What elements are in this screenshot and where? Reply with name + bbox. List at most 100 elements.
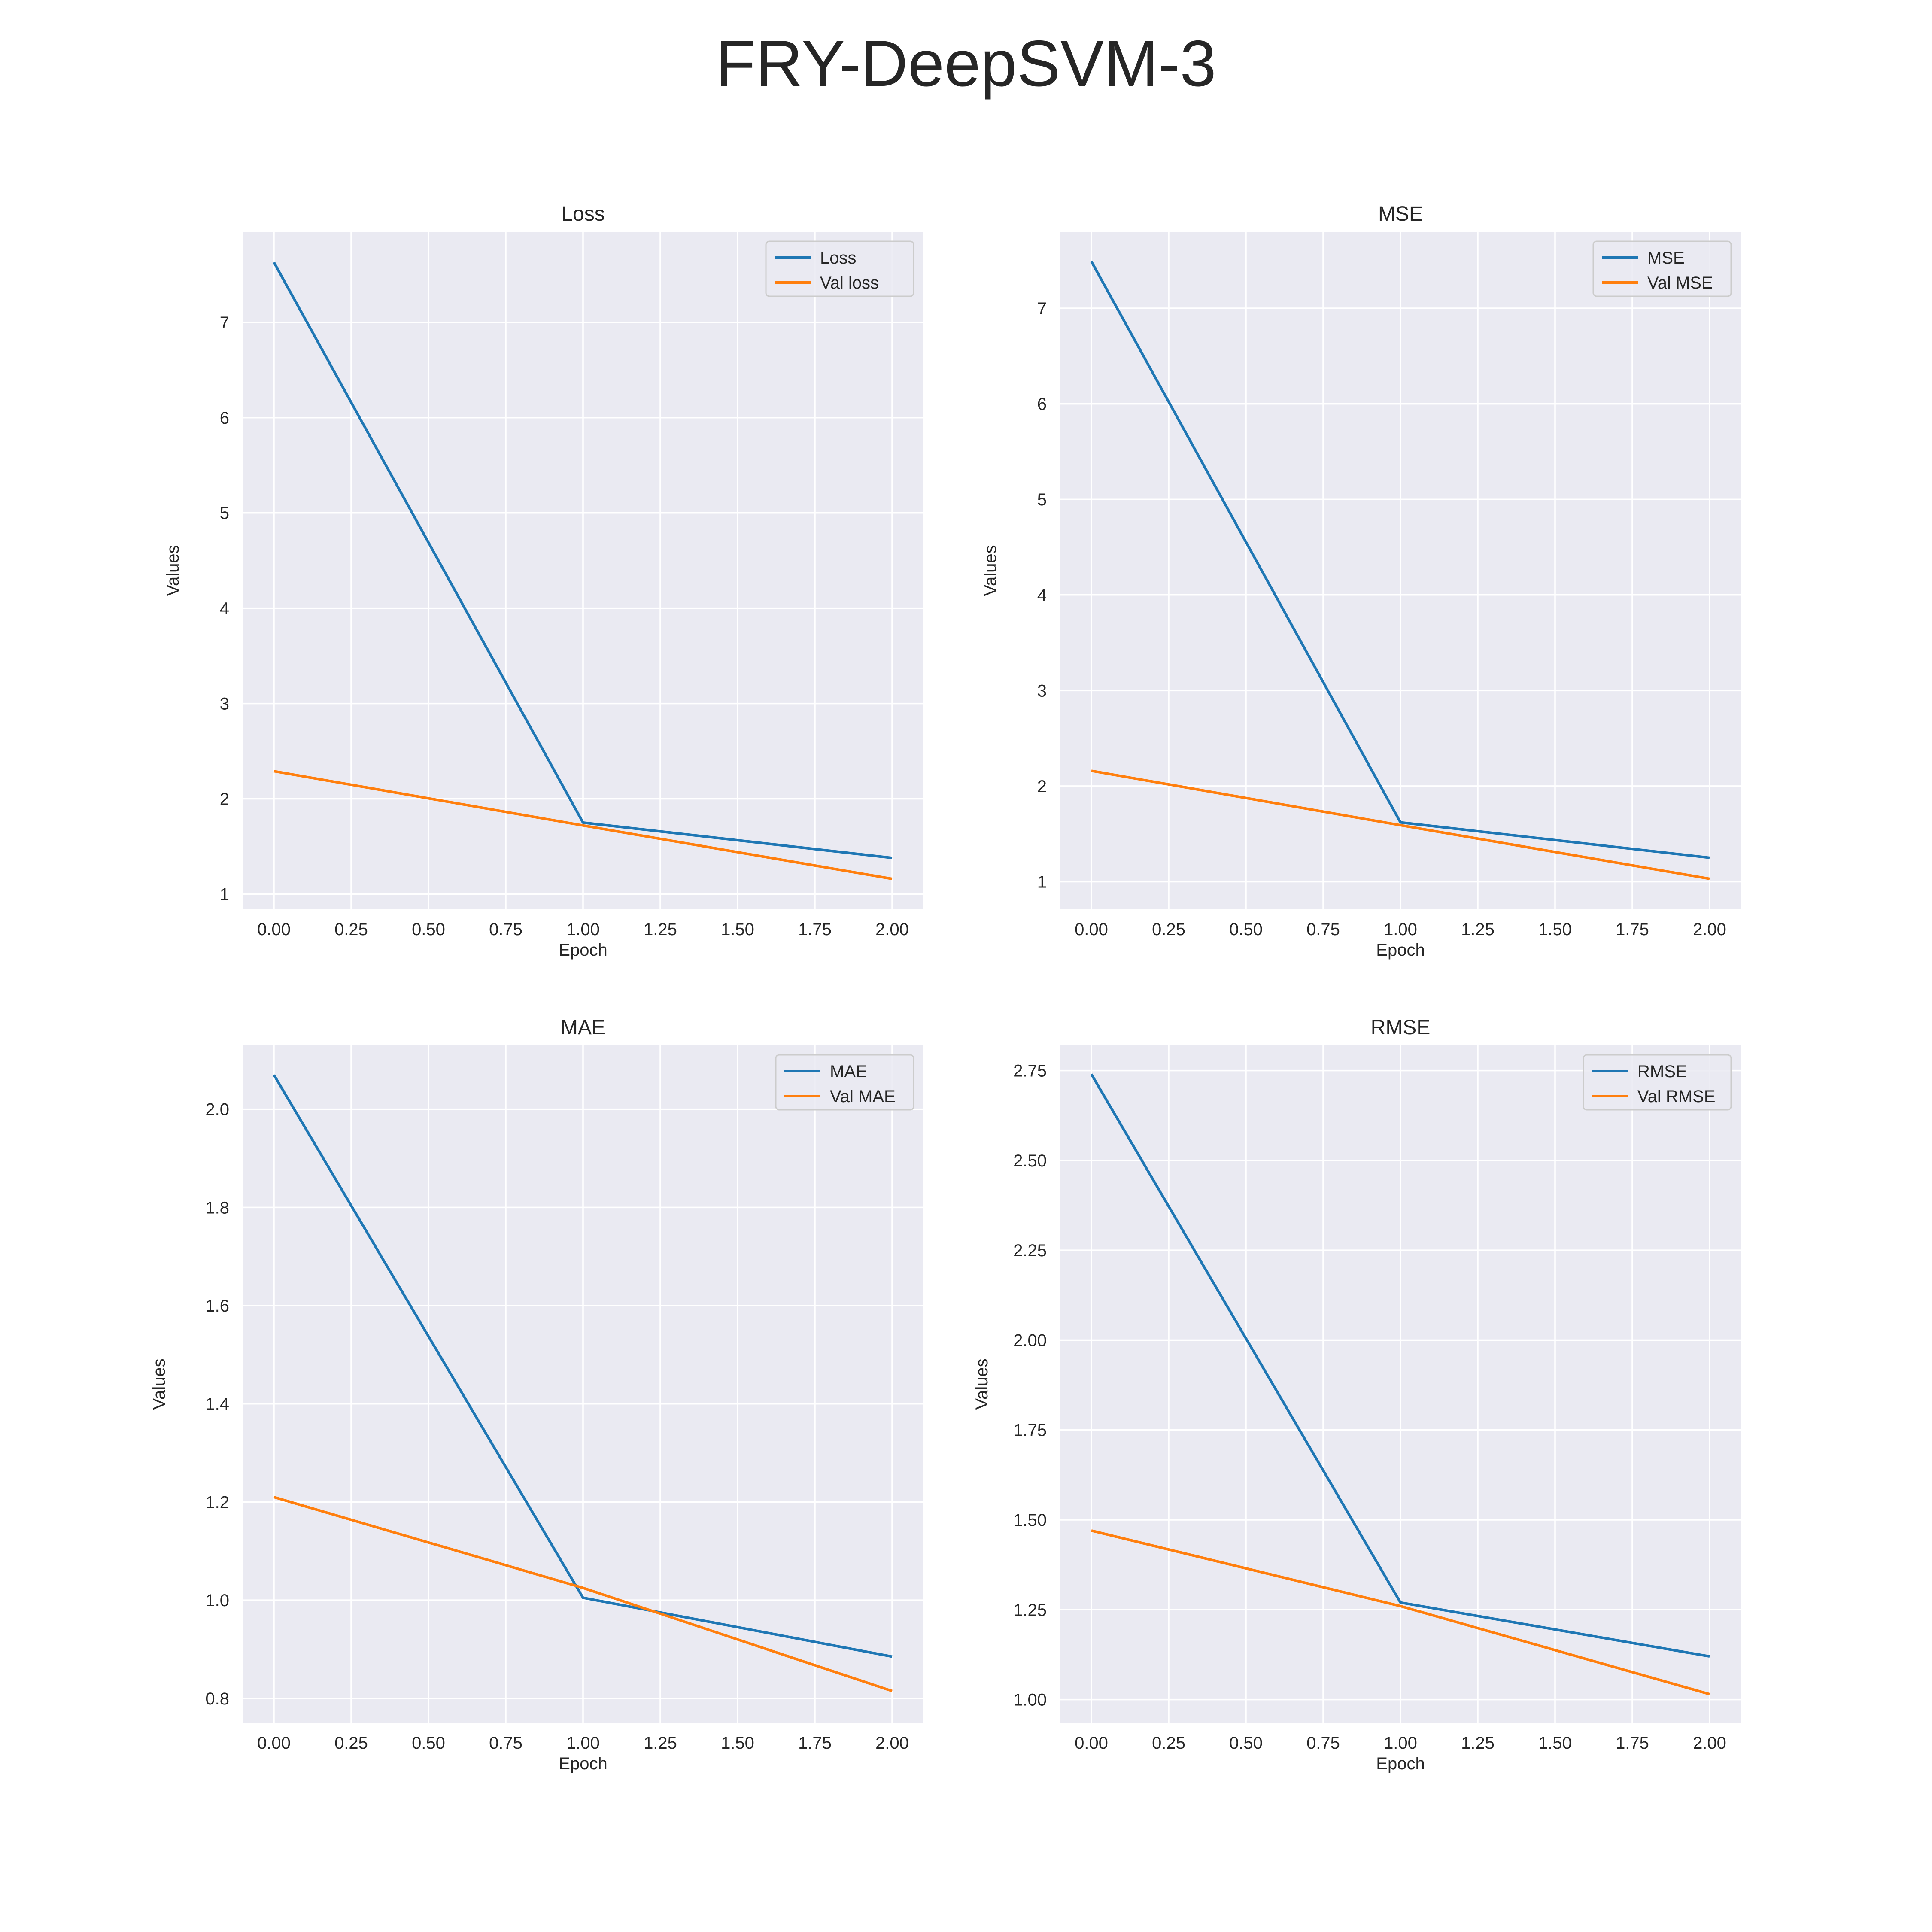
subplot-mse: 0.00 0.25 0.50 0.75 1.00 1.25 1.50 1.75 2.00 1 2 3 4…: [981, 203, 1741, 960]
y-tick-label: 4: [1037, 586, 1047, 605]
series-line-mse: [1090, 261, 1710, 859]
x-tick-label: 0.25: [1152, 1734, 1185, 1753]
y-tick-label: 3: [220, 695, 229, 714]
series-line-val-loss: [273, 770, 893, 880]
legend: Loss Val loss: [765, 240, 914, 297]
x-tick-label: 2.00: [875, 1734, 909, 1753]
x-tick-label: 0.50: [412, 920, 445, 939]
y-tick-label: 1.00: [1013, 1691, 1047, 1710]
x-tick-label: 1.00: [1384, 1734, 1417, 1753]
x-tick-label: 1.50: [1538, 1734, 1572, 1753]
subplot-title: RMSE: [1371, 1016, 1431, 1039]
x-tick-label: 1.75: [798, 920, 832, 939]
y-tick-label: 5: [1037, 490, 1047, 509]
y-tick-label: 1.0: [205, 1591, 229, 1610]
x-tick-label: 1.25: [1461, 1734, 1495, 1753]
subplot-mae: 0.00 0.25 0.50 0.75 1.00 1.25 1.50 1.75 2.00 0.8 1…: [150, 1016, 923, 1773]
y-tick-label: 6: [1037, 395, 1047, 414]
y-tick-label: 4: [220, 599, 229, 618]
legend: MSE Val MSE: [1592, 240, 1732, 297]
axes-root: 0.00 0.25 0.50 0.75 1.00 1.25 1.50 1.75 2.001234…: [150, 203, 1741, 1773]
x-tick-label: 1.75: [798, 1734, 832, 1753]
subplot-loss: 0.00 0.25 0.50 0.75 1.00 1.25 1.50 1.75 2.00 1 2 3 4…: [164, 203, 923, 960]
subplot-title: MSE: [1378, 203, 1423, 225]
x-tick-label: 0.00: [1075, 920, 1108, 939]
y-tick-label: 0.8: [205, 1689, 229, 1708]
series-line-val-rmse: [1091, 1529, 1710, 1695]
legend-entry: RMSE: [1637, 1062, 1687, 1081]
y-tick-label: 1.75: [1013, 1421, 1047, 1440]
x-tick-label: 0.50: [412, 1734, 445, 1753]
x-tick-label: 0.75: [1306, 920, 1340, 939]
y-tick-label: 7: [1037, 299, 1047, 318]
y-tick-label: 1.25: [1013, 1601, 1047, 1619]
x-tick-label: 2.00: [1693, 1734, 1726, 1753]
series-line-val-mse: [1091, 769, 1710, 880]
y-tick-label: 1: [1037, 872, 1047, 891]
subplot-rmse: 0.00 0.25 0.50 0.75 1.00 1.25 1.50 1.75 2.00 1.00…: [972, 1016, 1741, 1773]
x-tick-label: 0.50: [1229, 920, 1263, 939]
x-tick-label: 1.50: [721, 1734, 754, 1753]
legend-entry: Loss: [820, 249, 857, 267]
x-tick-label: 1.00: [566, 1734, 600, 1753]
x-tick-label: 0.75: [489, 920, 522, 939]
x-axis-label: Epoch: [559, 1754, 607, 1773]
x-tick-label: 1.00: [1384, 920, 1417, 939]
y-tick-label: 2.75: [1013, 1062, 1047, 1081]
x-tick-label: 1.50: [721, 920, 754, 939]
series-line-mae: [273, 1074, 893, 1658]
x-axis-label: Epoch: [1376, 941, 1425, 960]
x-tick-label: 1.75: [1616, 1734, 1649, 1753]
legend: RMSE Val RMSE: [1583, 1054, 1732, 1111]
x-tick-label: 2.00: [875, 920, 909, 939]
x-tick-label: 0.25: [334, 920, 368, 939]
y-tick-label: 7: [220, 313, 229, 332]
x-tick-label: 1.25: [1461, 920, 1495, 939]
series-line-rmse: [1090, 1073, 1710, 1658]
legend-entry: Val MAE: [830, 1087, 896, 1106]
y-tick-label: 1: [220, 885, 229, 904]
y-tick-label: 2.25: [1013, 1241, 1047, 1260]
subplot-title: MAE: [561, 1016, 605, 1039]
y-tick-label: 5: [220, 504, 229, 523]
x-tick-label: 2.00: [1693, 920, 1726, 939]
y-tick-label: 2.0: [205, 1100, 229, 1119]
y-tick-label: 3: [1037, 681, 1047, 700]
series-line-loss: [273, 261, 893, 860]
y-tick-label: 1.6: [205, 1297, 229, 1315]
y-axis-label: Values: [164, 545, 182, 596]
x-tick-label: 0.25: [1152, 920, 1185, 939]
x-axis-label: Epoch: [559, 941, 607, 960]
x-tick-label: 0.00: [257, 1734, 291, 1753]
x-tick-label: 0.25: [334, 1734, 368, 1753]
legend-entry: Val RMSE: [1637, 1087, 1716, 1106]
y-tick-label: 2: [220, 790, 229, 809]
x-tick-label: 1.75: [1616, 920, 1649, 939]
y-tick-label: 2: [1037, 777, 1047, 796]
legend-entry: MSE: [1647, 249, 1685, 267]
x-tick-label: 1.00: [566, 920, 600, 939]
y-tick-label: 1.50: [1013, 1511, 1047, 1530]
y-tick-label: 6: [220, 409, 229, 428]
y-tick-label: 1.4: [205, 1395, 229, 1414]
x-tick-label: 0.00: [1075, 1734, 1108, 1753]
legend-entry: Val MSE: [1647, 273, 1713, 292]
x-tick-label: 0.75: [1306, 1734, 1340, 1753]
y-axis-label: Values: [972, 1358, 991, 1410]
y-tick-label: 2.50: [1013, 1151, 1047, 1170]
x-tick-label: 1.25: [644, 1734, 677, 1753]
legend-entry: MAE: [830, 1062, 867, 1081]
y-axis-label: Values: [150, 1358, 169, 1410]
x-tick-label: 1.25: [644, 920, 677, 939]
y-axis-label: Values: [981, 545, 1000, 596]
x-axis-label: Epoch: [1376, 1754, 1425, 1773]
legend-entry: Val loss: [820, 273, 879, 292]
figure-title: FRY-DeepSVM-3: [716, 27, 1216, 100]
x-tick-label: 0.50: [1229, 1734, 1263, 1753]
x-tick-label: 0.75: [489, 1734, 522, 1753]
y-tick-label: 1.8: [205, 1198, 229, 1217]
y-tick-label: 1.2: [205, 1493, 229, 1512]
x-tick-label: 0.00: [257, 920, 291, 939]
series-line-val-mae: [273, 1496, 893, 1692]
